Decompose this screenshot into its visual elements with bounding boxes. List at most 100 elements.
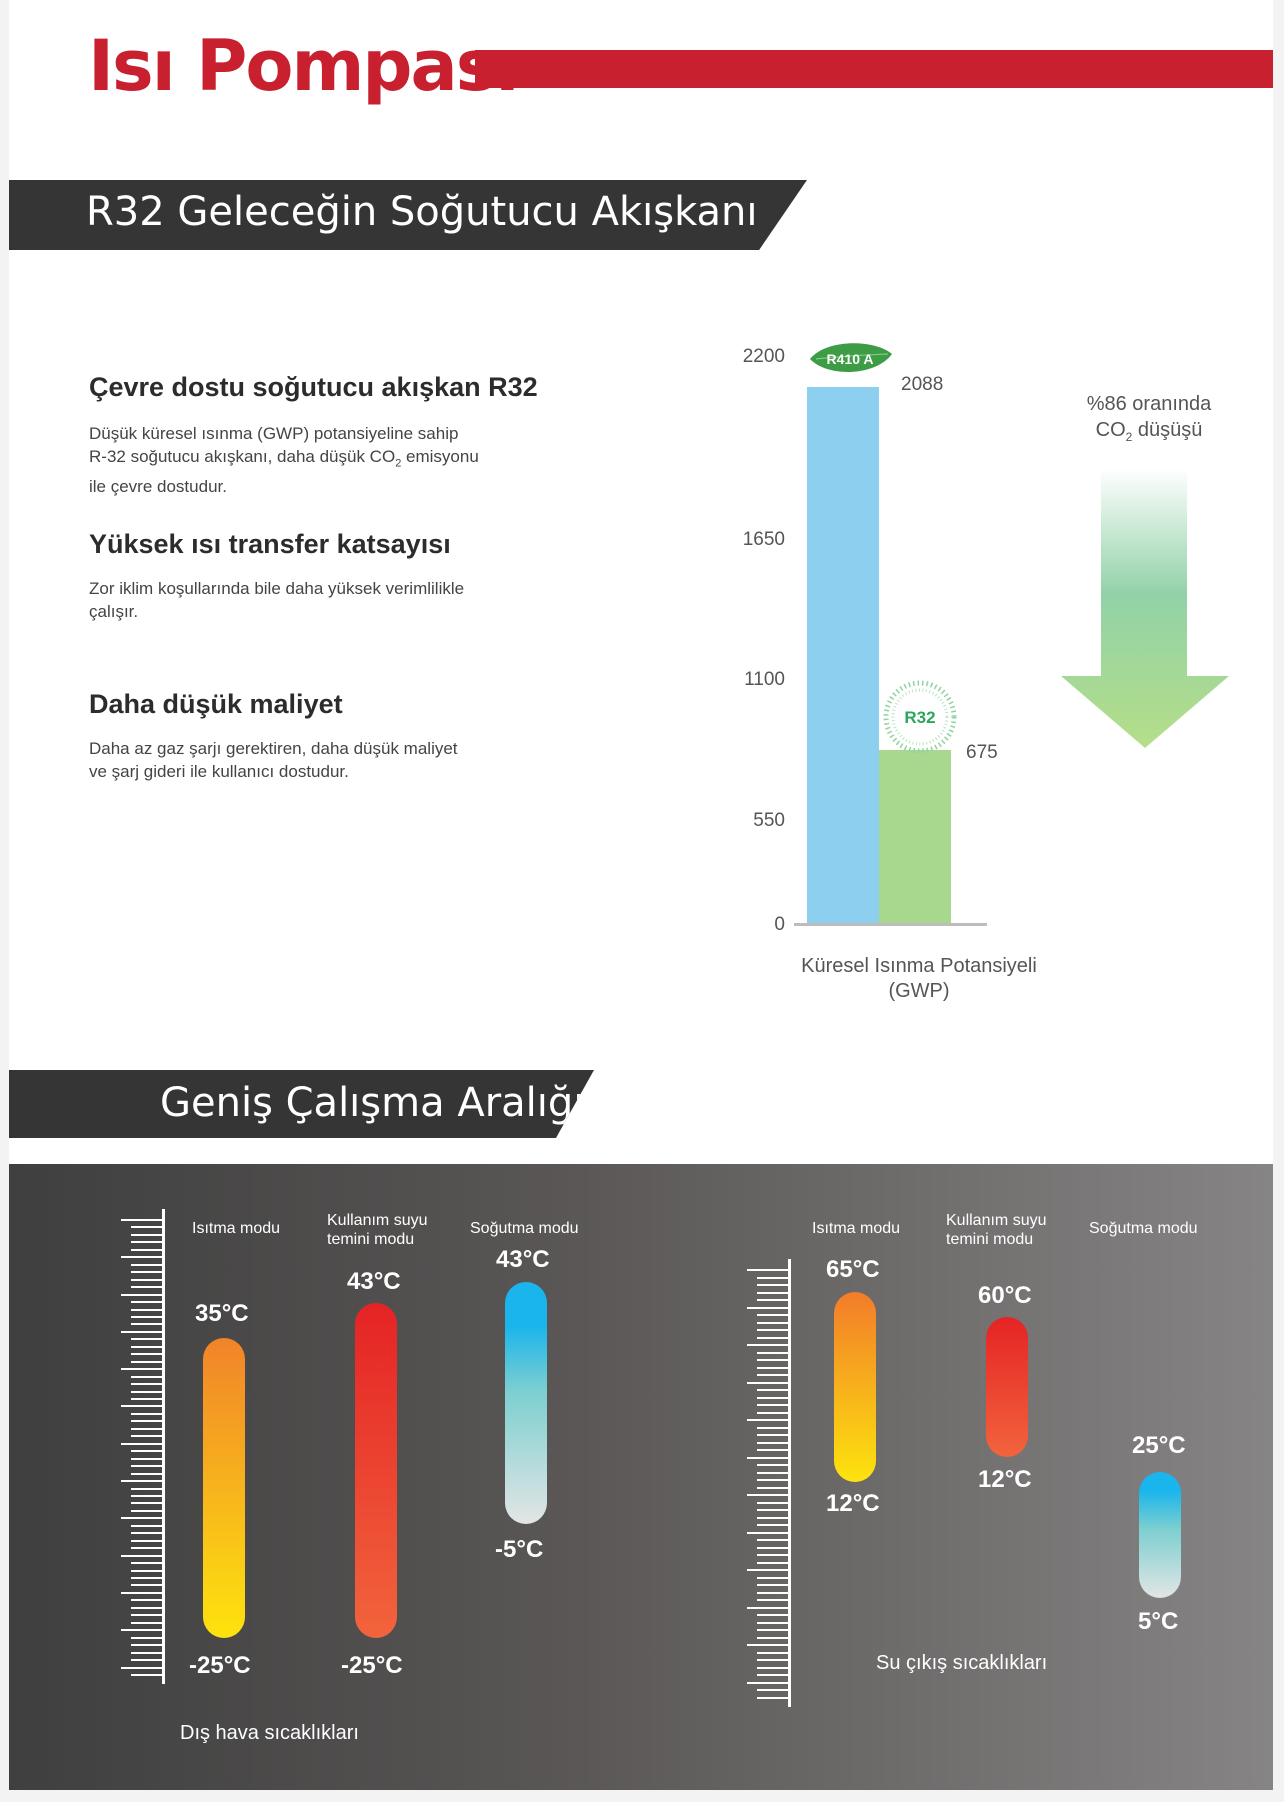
water-col-cooling-label: Soğutma modu xyxy=(1089,1220,1198,1237)
scale-tick xyxy=(131,1420,165,1423)
scale-tick xyxy=(131,1353,165,1356)
scale-tick xyxy=(131,1614,165,1617)
chart-baseline xyxy=(794,923,987,926)
scale-tick xyxy=(131,1621,165,1624)
scale-tick xyxy=(131,1509,165,1512)
scale-tick xyxy=(757,1524,791,1527)
scale-tick xyxy=(121,1293,165,1296)
feature-text-cost-line1: Daha az gaz şarjı gerektiren, daha düşük… xyxy=(89,739,458,758)
scale-tick xyxy=(131,1315,165,1318)
feature-text-heat-transfer: Zor iklim koşullarında bile daha yüksek … xyxy=(89,577,549,623)
scale-tick xyxy=(757,1449,791,1452)
scale-tick xyxy=(757,1441,791,1444)
y-tick-0: 0 xyxy=(774,914,785,935)
scale-tick xyxy=(121,1330,165,1333)
scale-tick xyxy=(757,1389,791,1392)
scale-tick xyxy=(121,1591,165,1594)
scale-tick xyxy=(757,1276,791,1279)
scale-tick xyxy=(131,1308,165,1311)
scale-tick xyxy=(131,1547,165,1550)
scale-tick xyxy=(121,1666,165,1669)
water-dhw-min: 12°C xyxy=(978,1466,1032,1493)
scale-tick xyxy=(757,1674,791,1677)
scale-tick xyxy=(121,1480,165,1483)
water-caption: Su çıkış sıcaklıkları xyxy=(876,1652,1048,1674)
r410a-leaf-icon: R410 A xyxy=(810,343,892,372)
section-banner-r32-text: R32 Geleceğin Soğutucu Akışkanı xyxy=(86,189,758,235)
scale-tick xyxy=(131,1502,165,1505)
outdoor-dhw-min: -25°C xyxy=(341,1652,403,1679)
r410a-badge-text: R410 A xyxy=(827,351,874,367)
feature-text-heat-transfer-line2: çalışır. xyxy=(89,602,139,621)
water-dhw-range-bar xyxy=(986,1317,1028,1457)
scale-tick xyxy=(757,1336,791,1339)
scale-tick xyxy=(757,1329,791,1332)
water-col-dhw-label: Kullanım suyu temini modu xyxy=(946,1212,1047,1248)
bar-r32 xyxy=(879,749,951,923)
scale-tick xyxy=(131,1606,165,1609)
scale-tick xyxy=(131,1375,165,1378)
scale-tick xyxy=(757,1509,791,1512)
scale-tick xyxy=(131,1338,165,1341)
scale-tick xyxy=(747,1606,791,1609)
scale-tick xyxy=(131,1457,165,1460)
page-title: Isı Pompası xyxy=(88,25,519,107)
outdoor-heating-min: -25°C xyxy=(189,1652,251,1679)
scale-tick xyxy=(757,1434,791,1437)
down-arrow-icon xyxy=(1061,468,1229,748)
outdoor-cooling-min: -5°C xyxy=(495,1536,544,1563)
value-label-r32: 675 xyxy=(966,742,998,763)
scale-tick xyxy=(131,1577,165,1580)
scale-tick xyxy=(121,1368,165,1371)
scale-tick xyxy=(747,1381,791,1384)
scale-tick xyxy=(757,1576,791,1579)
feature-text-cost: Daha az gaz şarjı gerektiren, daha düşük… xyxy=(89,737,549,783)
gwp-axis-label-line2: (GWP) xyxy=(888,980,950,1002)
scale-tick xyxy=(131,1398,165,1401)
reduction-annotation-line2: CO2 düşüşü xyxy=(1095,419,1203,444)
r32-badge-text: R32 xyxy=(904,708,935,727)
feature-text-eco-line2: R-32 soğutucu akışkanı, daha düşük CO2 e… xyxy=(89,447,479,470)
water-cooling-range-bar xyxy=(1139,1472,1181,1598)
scale-tick xyxy=(131,1323,165,1326)
scale-tick xyxy=(757,1561,791,1564)
outdoor-heating-max: 35°C xyxy=(195,1300,249,1327)
scale-tick xyxy=(131,1278,165,1281)
scale-tick xyxy=(131,1435,165,1438)
scale-tick xyxy=(121,1405,165,1408)
feature-text-eco-line3: ile çevre dostudur. xyxy=(89,477,227,497)
reduction-annotation: %86 oranında CO2 düşüşü xyxy=(1049,391,1249,450)
outdoor-caption: Dış hava sıcaklıkları xyxy=(180,1722,359,1744)
scale-tick xyxy=(757,1486,791,1489)
scale-line xyxy=(162,1209,165,1684)
scale-tick xyxy=(131,1450,165,1453)
page: Isı Pompası R32 Geleceğin Soğutucu Akışk… xyxy=(9,0,1273,1790)
scale-tick xyxy=(131,1226,165,1229)
scale-tick xyxy=(131,1532,165,1535)
scale-tick xyxy=(121,1629,165,1632)
title-accent-bar xyxy=(475,50,1273,88)
scale-tick xyxy=(131,1241,165,1244)
scale-tick xyxy=(747,1494,791,1497)
scale-tick xyxy=(121,1442,165,1445)
scale-tick xyxy=(757,1321,791,1324)
gwp-axis-label: Küresel Isınma Potansiyeli (GWP) xyxy=(779,954,1059,1004)
outdoor-cooling-max: 43°C xyxy=(496,1246,550,1273)
scale-tick xyxy=(747,1344,791,1347)
scale-tick xyxy=(131,1644,165,1647)
scale-tick xyxy=(131,1636,165,1639)
scale-line xyxy=(788,1259,791,1707)
scale-tick xyxy=(121,1554,165,1557)
scale-tick xyxy=(757,1284,791,1287)
water-temperature-scale xyxy=(745,1259,791,1707)
scale-tick xyxy=(757,1584,791,1587)
scale-tick xyxy=(747,1419,791,1422)
scale-tick xyxy=(131,1472,165,1475)
y-tick-2200: 2200 xyxy=(742,346,785,367)
scale-tick xyxy=(131,1659,165,1662)
scale-tick xyxy=(757,1501,791,1504)
feature-title-cost: Daha düşük maliyet xyxy=(89,689,343,719)
scale-tick xyxy=(131,1569,165,1572)
scale-tick xyxy=(131,1383,165,1386)
section-banner-r32: R32 Geleceğin Soğutucu Akışkanı xyxy=(9,180,807,250)
